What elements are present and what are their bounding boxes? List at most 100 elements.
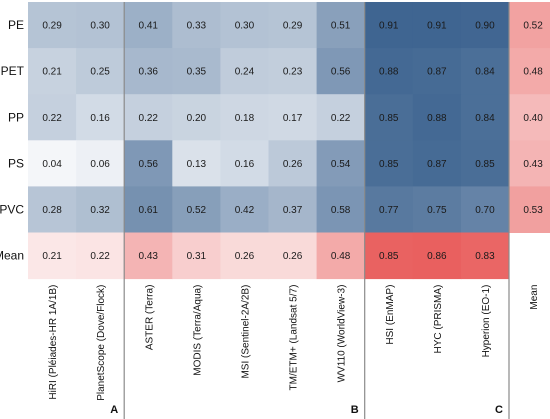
heatmap-cell [268,48,318,95]
heatmap-cell [509,140,550,187]
cell-value-label: 0.32 [90,205,110,216]
cell-value-label: 0.26 [283,159,303,170]
heatmap-cell [268,232,318,280]
cell-value-label: 0.41 [139,21,159,32]
heatmap-cell [268,2,318,49]
cell-value-label: 0.54 [331,159,351,170]
cell-value-label: 0.22 [42,113,62,124]
cell-value-label: 0.86 [427,251,447,262]
heatmap-cell [28,48,77,95]
column-label: Mean [529,285,540,310]
heatmap-cell [28,232,77,280]
cell-value-label: 0.91 [379,21,399,32]
cell-value-label: 0.91 [427,21,447,32]
cell-value-label: 0.06 [90,159,110,170]
heatmap-cell [316,48,366,95]
heatmap-cell [364,232,414,280]
heatmap-cell [412,140,462,187]
heatmap-cell [172,48,221,95]
cell-value-label: 0.48 [523,67,543,78]
cell-value-label: 0.84 [475,67,495,78]
heatmap-cell [76,94,125,141]
cell-value-label: 0.21 [42,251,62,262]
heatmap-cell [316,232,366,280]
column-label: Hyperion (EO-1) [481,285,492,358]
row-labels: PE PET PP PS PVC Mean [0,18,25,262]
heatmap-cell [220,186,269,233]
cell-value-label: 0.56 [139,159,159,170]
heatmap-cell [28,186,77,233]
row-label: PVC [0,202,24,216]
heatmap-cell [76,2,125,49]
cell-value-label: 0.85 [379,251,399,262]
heatmap-cell [124,94,173,141]
cell-value-label: 0.22 [331,113,351,124]
cell-value-label: 0.70 [475,205,495,216]
heatmap-cell [172,2,221,49]
column-label: WV110 (WorldView-3) [337,285,348,383]
row-label: PP [8,110,24,124]
cell-value-label: 0.51 [331,21,351,32]
cell-value-label: 0.42 [235,205,255,216]
heatmap-cell [460,140,510,187]
cell-value-label: 0.56 [331,67,351,78]
cell-value-label: 0.53 [523,205,543,216]
heatmap-cell [460,186,510,233]
heatmap-cell [412,48,462,95]
column-label: TM/ETM+ (Landsat 5/7) [289,285,300,391]
cell-value-label: 0.22 [90,251,110,262]
cell-value-label: 0.85 [379,113,399,124]
heatmap-cell [76,186,125,233]
cell-value-label: 0.30 [90,21,110,32]
heatmap-cell [460,48,510,95]
cell-value-label: 0.30 [235,21,255,32]
heatmap-cell [124,2,173,49]
cell-value-label: 0.25 [90,67,110,78]
heatmap-cell [316,94,366,141]
cell-value-label: 0.52 [523,21,543,32]
cell-value-label: 0.43 [523,159,543,170]
cell-value-label: 0.61 [139,205,159,216]
heatmap-cell [412,186,462,233]
cell-value-label: 0.88 [427,113,447,124]
column-label: HSI (EnMAP) [385,285,396,345]
cell-value-label: 0.75 [427,205,447,216]
heatmap-cell [412,94,462,141]
row-label: Mean [0,249,24,263]
cell-value-label: 0.85 [379,159,399,170]
cell-value-label: 0.24 [235,67,255,78]
heatmap-cell [364,48,414,95]
heatmap-cell [124,140,173,187]
cell-value-label: 0.37 [283,205,303,216]
heatmap-cell [28,94,77,141]
cell-value-label: 0.88 [379,67,399,78]
heatmap-cell [364,94,414,141]
cell-value-label: 0.16 [235,159,255,170]
heatmap-cell [412,232,462,280]
cell-value-label: 0.22 [139,113,159,124]
column-label: MODIS (Terra/Aqua) [192,285,203,376]
heatmap-cell [124,48,173,95]
cell-value-label: 0.52 [187,205,207,216]
heatmap-cell [509,94,550,141]
heatmap-cell [509,2,550,49]
heatmap-cell [28,2,77,49]
heatmap-cell [172,186,221,233]
row-label: PE [8,18,24,32]
cell-value-label: 0.35 [187,67,207,78]
cell-value-label: 0.21 [42,67,62,78]
cell-value-label: 0.16 [90,113,110,124]
heatmap-cell [364,2,414,49]
heatmap-cell [316,140,366,187]
heatmap-cell [220,232,269,280]
column-label: PlanetScope (Dove/Flock) [96,285,107,401]
cell-value-label: 0.43 [139,251,159,262]
column-label: ASTER (Terra) [144,285,155,351]
cell-value-label: 0.58 [331,205,351,216]
cell-value-label: 0.04 [42,159,62,170]
cell-value-label: 0.36 [139,67,159,78]
cell-value-label: 0.28 [42,205,62,216]
heatmap-cell [268,186,318,233]
cell-value-label: 0.40 [523,113,543,124]
